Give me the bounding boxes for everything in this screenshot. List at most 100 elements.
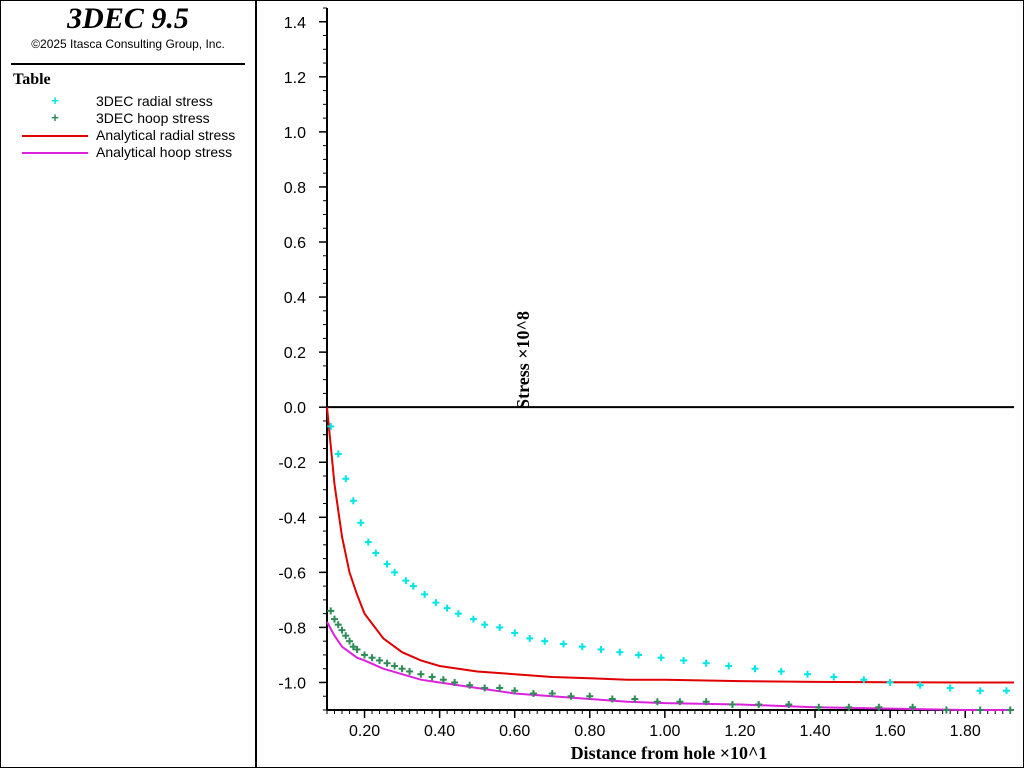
x-tick-label: 0.40 <box>424 723 455 740</box>
legend-item-radial-analytical: Analytical radial stress <box>0 127 256 144</box>
x-tick-label: 1.40 <box>799 723 830 740</box>
data-point <box>481 621 489 629</box>
data-point <box>909 703 917 711</box>
data-point <box>334 450 342 458</box>
y-tick-label: 1.0 <box>284 125 306 142</box>
data-point <box>417 670 425 678</box>
x-tick-label: 0.20 <box>349 723 380 740</box>
x-tick-label: 0.60 <box>499 723 530 740</box>
panel-divider <box>255 0 257 767</box>
data-point <box>349 497 357 505</box>
plus-marker-icon: + <box>51 110 59 125</box>
x-tick-label: 1.80 <box>950 723 981 740</box>
axes: 1.4 1.2 1.0 0.8 0.6 0.4 0.2 0.0 -0.2 -0.4 -0.6 -0.8… <box>278 7 1014 740</box>
data-point <box>409 582 417 590</box>
data-point <box>327 607 335 615</box>
legend-item-hoop-analytical: Analytical hoop stress <box>0 144 256 161</box>
data-point <box>349 643 357 651</box>
data-point <box>376 656 384 664</box>
data-point <box>402 577 410 585</box>
legend-item-hoop-3dec: + 3DEC hoop stress <box>0 110 256 127</box>
data-point <box>548 689 556 697</box>
y-tick-label: 0.0 <box>284 400 306 417</box>
data-point <box>777 667 785 675</box>
data-point <box>451 678 459 686</box>
data-point <box>976 706 984 714</box>
x-axis-label: Distance from hole ×10^1 <box>571 743 768 763</box>
data-point <box>346 637 354 645</box>
data-point <box>815 703 823 711</box>
data-point <box>702 698 710 706</box>
data-point <box>653 698 661 706</box>
data-point <box>511 629 519 637</box>
data-point <box>751 665 759 673</box>
data-point <box>597 645 605 653</box>
y-tick-label: -0.6 <box>278 565 306 582</box>
data-point <box>1002 687 1010 695</box>
legend-label: 3DEC radial stress <box>96 93 213 109</box>
x-tick-label: 0.80 <box>574 723 605 740</box>
y-tick-label: 1.4 <box>284 15 306 32</box>
data-point <box>860 676 868 684</box>
y-tick-label: 0.8 <box>284 180 306 197</box>
title-rule <box>11 63 245 65</box>
data-point <box>728 700 736 708</box>
y-axis-label: Stress ×10^8 <box>513 311 533 409</box>
y-tick-label: -0.8 <box>278 620 306 637</box>
x-tick-label: 1.00 <box>649 723 680 740</box>
data-point <box>338 626 346 634</box>
data-point <box>342 475 350 483</box>
data-point <box>432 599 440 607</box>
plus-marker-icon: + <box>51 93 59 108</box>
y-tick-label: 1.2 <box>284 70 306 87</box>
plot-series <box>326 407 1014 714</box>
data-point <box>942 706 950 714</box>
data-point <box>586 692 594 700</box>
data-point <box>631 695 639 703</box>
legend-heading: Table <box>13 71 51 88</box>
data-point <box>511 687 519 695</box>
data-point <box>916 681 924 689</box>
data-point <box>466 681 474 689</box>
data-point <box>946 684 954 692</box>
data-point <box>368 654 376 662</box>
data-point <box>361 651 369 659</box>
data-point <box>560 640 568 648</box>
data-point <box>496 684 504 692</box>
data-point <box>443 604 451 612</box>
data-point <box>635 651 643 659</box>
data-point <box>1006 706 1014 714</box>
data-point <box>454 610 462 618</box>
data-point <box>421 590 429 598</box>
data-point <box>830 673 838 681</box>
data-point <box>469 615 477 623</box>
series-line <box>326 407 1014 684</box>
line-swatch-icon <box>22 135 88 137</box>
data-point <box>353 645 361 653</box>
data-point <box>383 560 391 568</box>
data-point <box>755 700 763 708</box>
data-point <box>676 698 684 706</box>
data-point <box>331 615 339 623</box>
y-tick-label: 0.4 <box>284 290 306 307</box>
data-point <box>496 623 504 631</box>
data-point <box>428 673 436 681</box>
data-point <box>372 549 380 557</box>
legend-label: Analytical hoop stress <box>96 144 233 160</box>
data-point <box>725 662 733 670</box>
data-point <box>608 695 616 703</box>
data-point <box>439 676 447 684</box>
copyright-text: ©2025 Itasca Consulting Group, Inc. <box>31 37 225 51</box>
data-point <box>886 678 894 686</box>
data-point <box>845 703 853 711</box>
data-point <box>578 643 586 651</box>
data-point <box>529 689 537 697</box>
legend-label: Analytical radial stress <box>96 127 236 143</box>
data-point <box>680 656 688 664</box>
stress-chart: 1.4 1.2 1.0 0.8 0.6 0.4 0.2 0.0 -0.2 -0.4 -0.6 -0.8… <box>278 7 1014 763</box>
data-point <box>567 692 575 700</box>
app-title: 3DEC 9.5 <box>67 2 189 35</box>
data-point <box>785 700 793 708</box>
y-tick-label: -0.2 <box>278 455 306 472</box>
